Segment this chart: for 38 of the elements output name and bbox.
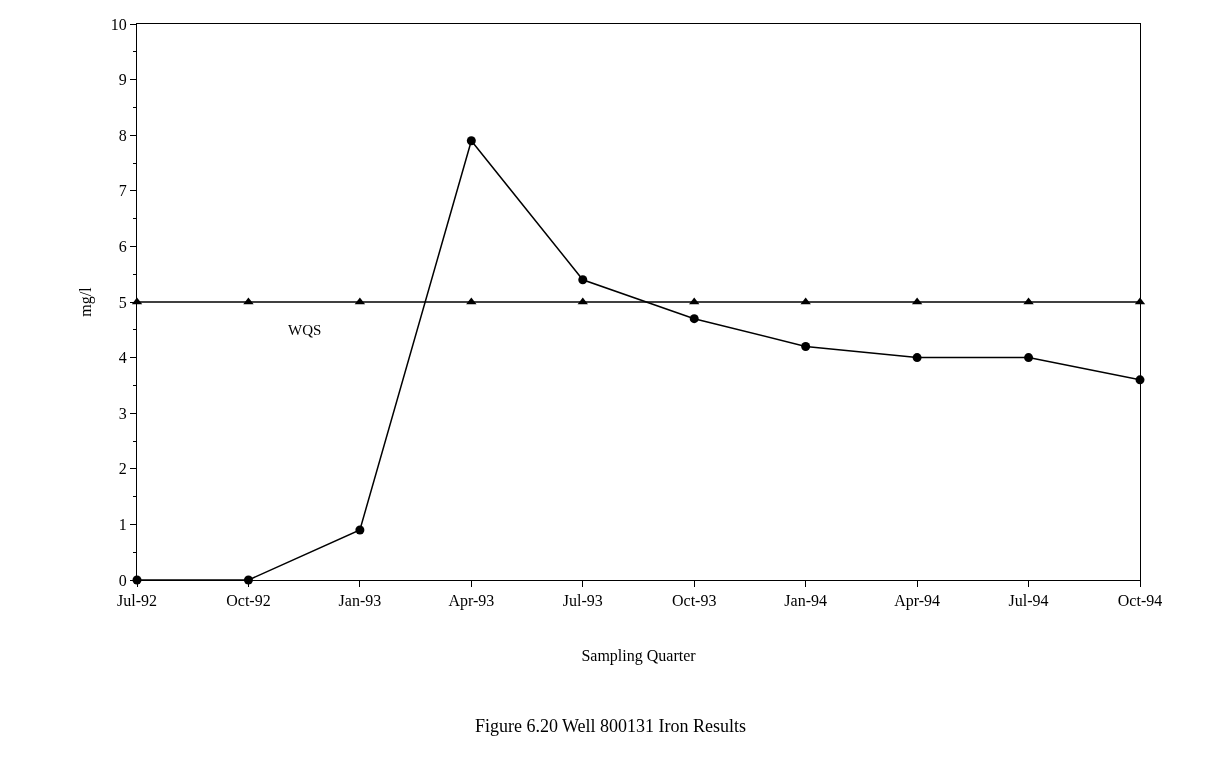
point <box>800 297 811 305</box>
x-tick-label: Jan-94 <box>784 592 827 610</box>
y-tick-label: 4 <box>118 349 127 367</box>
x-tick-label: Oct-93 <box>672 592 717 610</box>
point <box>912 353 922 363</box>
point <box>577 297 588 305</box>
y-tick-label: 5 <box>118 293 127 311</box>
y-axis-title: mg/l <box>76 286 95 317</box>
x-tick-label: Jul-94 <box>1008 592 1049 610</box>
y-tick-label: 2 <box>118 460 127 478</box>
point <box>466 297 477 305</box>
y-tick-label: 10 <box>110 15 127 33</box>
y-tick-label: 1 <box>118 516 127 533</box>
point <box>466 136 476 146</box>
point <box>1024 353 1034 363</box>
point <box>689 297 700 305</box>
point <box>355 525 365 535</box>
point <box>578 275 588 285</box>
x-tick-label: Jan-93 <box>338 592 382 610</box>
x-tick-label: Jul-92 <box>117 592 157 610</box>
y-tick-label: 7 <box>118 182 127 200</box>
x-tick-label: Jul-93 <box>562 592 603 610</box>
y-tick-label: 6 <box>118 238 127 255</box>
series-label: WQS <box>288 322 322 338</box>
x-tick-label: Apr-94 <box>894 592 941 611</box>
point <box>243 297 254 305</box>
point <box>689 314 699 324</box>
x-axis-title: Sampling Quarter <box>581 646 697 665</box>
point <box>801 341 811 351</box>
x-tick-label: Apr-93 <box>448 592 495 611</box>
y-tick-label: 9 <box>118 71 127 89</box>
y-tick-label: 0 <box>118 571 127 589</box>
y-tick-label: 3 <box>118 404 127 422</box>
x-tick-label: Oct-94 <box>1117 592 1163 610</box>
point <box>1023 297 1034 305</box>
y-tick-label: 8 <box>118 126 127 144</box>
text: Figure 6.20 Well 800131 Iron Results <box>474 716 747 737</box>
x-tick-label: Oct-92 <box>226 592 271 610</box>
